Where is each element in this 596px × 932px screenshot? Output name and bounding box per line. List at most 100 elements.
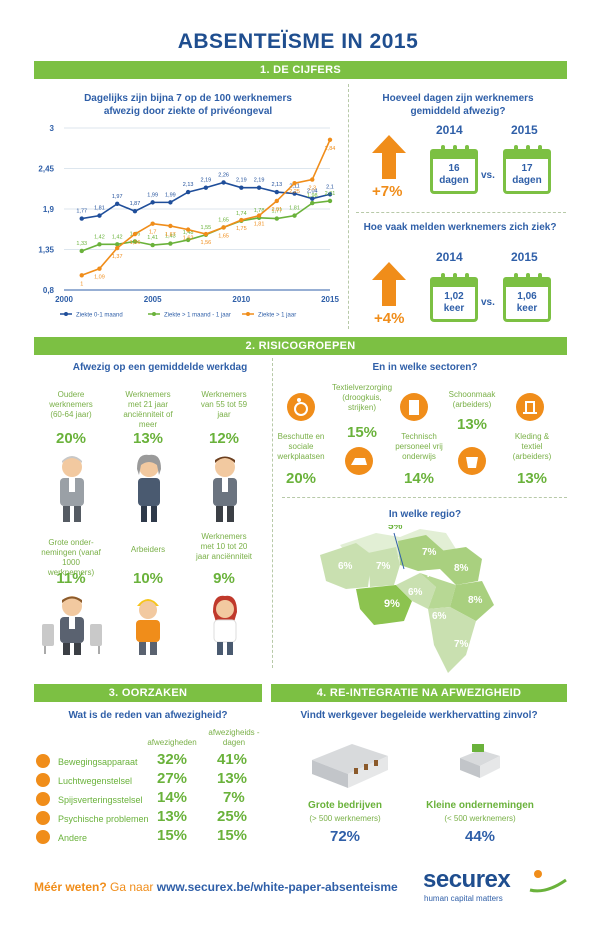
data-label-1: 1,42 xyxy=(94,234,105,240)
footer-line: Méér weten? Ga naar www.securex.be/white… xyxy=(34,880,398,894)
young-woman-figure xyxy=(213,595,237,655)
stomach-icon xyxy=(36,792,50,806)
data-point-2 xyxy=(292,181,297,186)
divider xyxy=(282,497,567,498)
data-point-2 xyxy=(274,198,279,204)
data-label-1: 1,78 xyxy=(254,208,265,214)
absence-line-chart: 0,8 1,35 1,9 2,45 3 2000 2005 2010 2015 1,77 1,81 1… xyxy=(38,124,339,319)
days-value-2014: 16 dagen xyxy=(439,163,469,186)
divider xyxy=(356,212,566,213)
cause-days-1: 13% xyxy=(217,770,248,787)
data-label-0: 1,77 xyxy=(76,209,87,215)
data-point-1 xyxy=(274,216,279,221)
vs-label: vs. xyxy=(481,297,495,308)
cause-absences-3: 13% xyxy=(157,808,188,825)
group-label-1: Werknemers met 21 jaar anciënniteit of m… xyxy=(123,390,173,429)
region-value-3: 7% xyxy=(422,547,437,558)
data-label-2: 1,65 xyxy=(218,233,229,239)
data-label-2: 1,56 xyxy=(201,240,212,246)
region-value-0: 5% xyxy=(388,525,403,532)
data-point-0 xyxy=(97,213,102,218)
data-label-2: 1 xyxy=(80,281,83,287)
sector-label-1: Textielverzorging (droogkuis, strijken) xyxy=(331,383,393,412)
y-tick-label: 3 xyxy=(50,124,55,133)
data-point-0 xyxy=(115,201,120,207)
data-label-0: 2,19 xyxy=(254,178,265,184)
data-label-2: 1,56 xyxy=(130,240,141,246)
data-point-0 xyxy=(292,191,297,196)
data-point-2 xyxy=(150,221,155,226)
data-label-2: 1,62 xyxy=(183,236,194,242)
data-label-2: 1,67 xyxy=(165,232,176,238)
days-heading: Hoeveel dagen zijn werknemers gemiddeld … xyxy=(382,93,534,117)
data-label-2: 1,81 xyxy=(254,222,265,228)
large-company-title: Grote bedrijven xyxy=(308,800,382,811)
data-point-1 xyxy=(168,241,173,246)
data-label-2: 1,7 xyxy=(149,230,157,236)
days-year-2015: 2015 xyxy=(511,123,538,137)
bucket-icon xyxy=(458,447,486,475)
section-bar-risicogroepen: 2. RISICOGROEPEN xyxy=(34,337,567,355)
data-point-1 xyxy=(150,242,155,248)
securex-logo: securex xyxy=(423,866,511,893)
large-company-sub: (> 500 werknemers) xyxy=(309,814,381,823)
data-point-2 xyxy=(132,231,138,237)
securex-swoosh-icon xyxy=(529,870,567,893)
group-label-4: Arbeiders xyxy=(130,545,166,554)
x-tick-label: 2010 xyxy=(232,295,250,304)
arrow-up-icon xyxy=(372,262,406,306)
chart-heading: Dagelijks zijn bijna 7 op de 100 werknem… xyxy=(84,93,292,117)
data-point-0 xyxy=(185,189,191,195)
cause-absences-4: 15% xyxy=(157,827,188,844)
cause-absences-0: 32% xyxy=(157,751,188,768)
x-tick-label: 2015 xyxy=(321,295,339,304)
region-heading: In welke regio? xyxy=(388,509,462,520)
other-icon xyxy=(36,830,50,844)
brain-icon xyxy=(36,811,50,825)
freq-year-2014: 2014 xyxy=(436,250,463,264)
section-bar-cijfers: 1. DE CIJFERS xyxy=(34,61,567,79)
region-value-2: 7% xyxy=(376,561,391,572)
data-label-1: 1,74 xyxy=(236,211,247,217)
data-label-2: 1,75 xyxy=(236,226,247,232)
data-label-0: 1,97 xyxy=(112,194,123,200)
small-company-title: Kleine ondernemingen xyxy=(426,800,534,811)
cause-days-4: 15% xyxy=(217,827,248,844)
region-value-5: 8% xyxy=(454,563,469,574)
data-point-0 xyxy=(310,196,315,201)
sector-value-3: 13% xyxy=(456,416,488,433)
data-label-0: 2,13 xyxy=(183,182,194,188)
sector-label-0: Beschutte en sociale werkplaatsen xyxy=(277,432,325,461)
group-value-2: 12% xyxy=(208,430,240,447)
large-company-value: 72% xyxy=(329,828,361,845)
footer-goto: Ga naar xyxy=(110,880,154,894)
data-point-0 xyxy=(132,209,138,214)
y-tick-label: 1,9 xyxy=(43,205,55,214)
data-label-1: 1,42 xyxy=(112,234,123,240)
data-label-1: 2,01 xyxy=(325,191,336,197)
vs-label: vs. xyxy=(481,170,495,181)
cause-days-3: 25% xyxy=(217,808,248,825)
data-point-1 xyxy=(185,237,191,243)
data-point-1 xyxy=(115,242,120,247)
data-point-2 xyxy=(203,231,209,237)
region-value-6: 9% xyxy=(384,598,400,610)
data-point-1 xyxy=(132,239,138,244)
data-label-1: 1,48 xyxy=(183,230,194,236)
legend-marker xyxy=(152,312,156,316)
data-label-2: 1,37 xyxy=(112,254,123,260)
data-point-2 xyxy=(310,177,315,182)
wheelchair-icon xyxy=(287,393,315,421)
data-label-0: 2,19 xyxy=(236,178,247,184)
sector-label-3: Schoonmaak (arbeiders) xyxy=(448,390,496,409)
col-header-absences: afwezigheden xyxy=(147,738,197,747)
data-point-1 xyxy=(292,213,297,218)
footer-url-link[interactable]: www.securex.be/white-paper-absenteisme xyxy=(156,880,398,894)
skeleton-icon xyxy=(36,754,50,768)
region-value-9: 8% xyxy=(468,595,483,606)
days-year-2014: 2014 xyxy=(436,123,463,137)
sewing-machine-icon xyxy=(516,393,544,421)
data-point-2 xyxy=(115,245,120,251)
legend-label: Ziekte > 1 maand - 1 jaar xyxy=(164,313,231,319)
large-company-building-icon xyxy=(312,744,388,788)
